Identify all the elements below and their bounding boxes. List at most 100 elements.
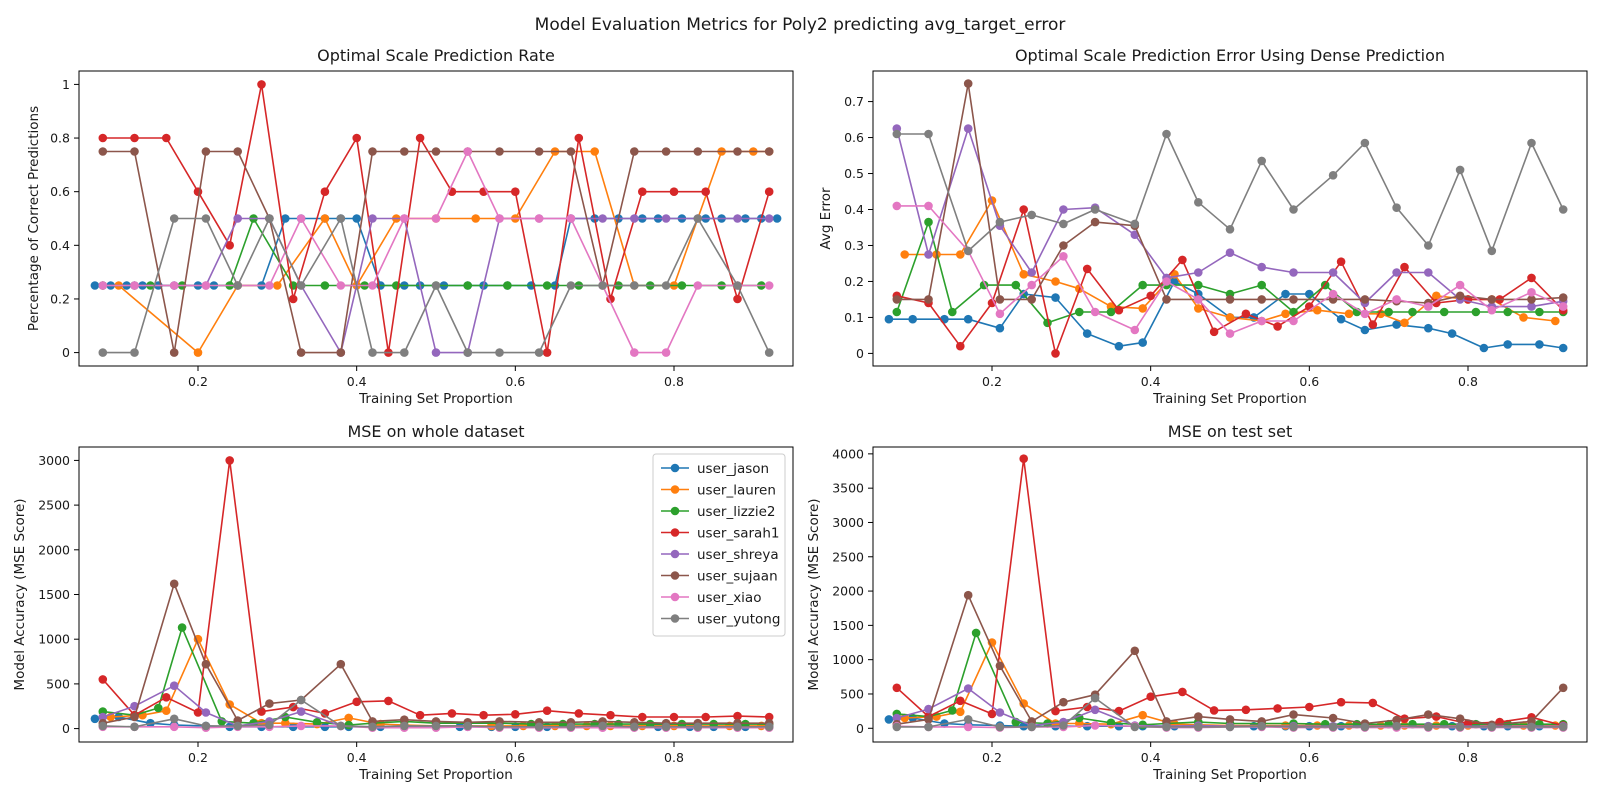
data-point-user_sarah1	[892, 683, 902, 693]
data-point-user_yutong	[1225, 225, 1235, 234]
data-point-user_yutong	[1059, 219, 1068, 229]
data-point-user_sarah1	[511, 187, 520, 196]
data-point-user_sujaan	[924, 295, 933, 304]
y-tick-label: 0.6	[844, 130, 864, 145]
data-point-user_sujaan	[566, 147, 576, 156]
y-tick-label: 1500	[832, 618, 864, 633]
data-point-user_lauren	[344, 713, 354, 723]
data-point-user_sujaan	[1328, 713, 1338, 723]
axes-frame	[78, 446, 794, 743]
data-point-user_shreya	[1257, 262, 1266, 272]
data-point-user_jason	[1535, 340, 1544, 349]
data-point-user_jason	[1447, 329, 1457, 338]
x-tick-label: 0.2	[982, 374, 1002, 389]
x-axis-label: Training Set Proportion	[358, 391, 513, 407]
data-point-user_sarah1	[352, 133, 362, 143]
data-point-user_xiao	[1225, 329, 1235, 338]
x-axis-label: Training Set Proportion	[1152, 391, 1307, 407]
data-point-user_sarah1	[1273, 704, 1282, 713]
data-point-user_yutong	[1194, 198, 1203, 207]
data-point-user_sarah1	[384, 696, 393, 706]
data-point-user_yutong	[201, 721, 211, 731]
data-point-user_yutong	[693, 214, 703, 223]
x-tick-label: 0.2	[188, 750, 208, 765]
data-point-user_sarah1	[1114, 305, 1124, 315]
y-tick-label: 3000	[832, 515, 864, 530]
data-point-user_sujaan	[431, 147, 441, 156]
x-tick-label: 0.4	[1141, 374, 1161, 389]
data-point-user_jason	[1051, 293, 1060, 302]
data-point-user_sujaan	[1527, 295, 1536, 304]
data-point-user_shreya	[368, 214, 377, 223]
y-tick-label: 2000	[832, 584, 864, 599]
data-point-user_xiao	[1162, 277, 1171, 286]
data-point-user_yutong	[661, 281, 671, 290]
legend-marker	[670, 463, 680, 473]
data-point-user_yutong	[336, 214, 346, 223]
data-point-user_sarah1	[1146, 291, 1155, 301]
data-point-user_xiao	[495, 214, 504, 223]
data-point-user_sarah1	[162, 693, 171, 702]
data-point-user_yutong	[1027, 210, 1036, 220]
data-point-user_lizzie2	[177, 623, 187, 632]
y-tick-label: 0.7	[844, 94, 864, 109]
data-point-user_yutong	[963, 246, 973, 256]
data-point-user_yutong	[733, 722, 742, 732]
subplot-title: Optimal Scale Prediction Rate	[317, 46, 555, 65]
data-point-user_xiao	[98, 281, 108, 290]
data-point-user_sarah1	[1209, 706, 1219, 715]
data-point-user_shreya	[1527, 302, 1536, 311]
y-tick-label: 0	[62, 345, 70, 360]
data-point-user_yutong	[1527, 722, 1536, 732]
data-point-user_yutong	[733, 281, 742, 290]
data-point-user_yutong	[265, 214, 274, 223]
data-point-user_xiao	[1558, 302, 1568, 311]
data-point-user_shreya	[1392, 268, 1401, 277]
data-point-user_yutong	[169, 714, 179, 724]
x-tick-label: 0.6	[505, 750, 525, 765]
data-point-user_sarah1	[98, 133, 108, 143]
data-point-user_yutong	[1424, 722, 1433, 732]
data-point-user_shreya	[1059, 205, 1068, 214]
data-point-user_xiao	[265, 281, 274, 290]
x-axis-label: Training Set Proportion	[1152, 767, 1307, 783]
subplot-title: MSE on whole dataset	[347, 422, 524, 441]
data-point-user_sujaan	[233, 147, 242, 156]
data-point-user_yutong	[661, 722, 671, 732]
data-point-user_sujaan	[661, 147, 671, 156]
series-group	[90, 80, 782, 357]
y-tick-label: 0.1	[844, 310, 864, 325]
data-point-user_sarah1	[1336, 257, 1346, 267]
x-tick-label: 0.8	[664, 374, 684, 389]
data-point-user_yutong	[1257, 721, 1266, 731]
data-point-user_sujaan	[1090, 217, 1100, 227]
x-tick-label: 0.8	[1458, 374, 1478, 389]
y-tick-label: 1000	[832, 652, 864, 667]
data-point-user_lizzie2	[1384, 307, 1393, 317]
data-point-user_lauren	[956, 707, 965, 717]
data-point-user_lizzie2	[971, 628, 981, 638]
data-point-user_shreya	[963, 684, 973, 693]
y-tick-label: 2500	[38, 498, 70, 513]
data-point-user_xiao	[169, 281, 179, 290]
data-point-user_xiao	[1289, 316, 1298, 326]
data-point-user_yutong	[693, 722, 703, 732]
y-tick-label: 0.6	[50, 184, 70, 199]
data-point-user_yutong	[1027, 722, 1036, 732]
data-point-user_jason	[1281, 289, 1290, 299]
data-point-user_lizzie2	[1408, 307, 1417, 317]
data-point-user_jason	[1558, 343, 1568, 353]
data-point-user_sujaan	[368, 147, 377, 156]
data-point-user_lauren	[1551, 316, 1560, 326]
data-point-user_lauren	[1138, 710, 1147, 720]
data-point-user_lizzie2	[1194, 280, 1203, 290]
data-point-user_xiao	[368, 281, 377, 290]
x-tick-label: 0.6	[505, 374, 525, 389]
data-point-user_yutong	[963, 715, 973, 724]
data-point-user_lizzie2	[1471, 307, 1481, 317]
data-point-user_shreya	[598, 214, 607, 223]
data-point-user_xiao	[1027, 280, 1036, 290]
data-point-user_sujaan	[630, 147, 639, 156]
legend-label: user_sarah1	[697, 526, 779, 542]
legend-marker	[670, 614, 680, 623]
